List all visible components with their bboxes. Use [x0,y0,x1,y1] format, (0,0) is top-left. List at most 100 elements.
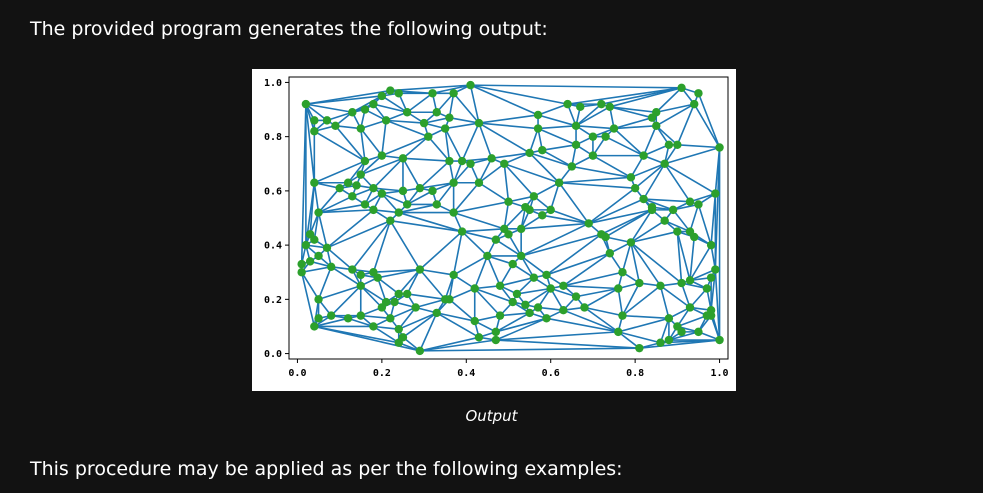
triangulation-edge [537,114,577,127]
data-point [559,281,568,290]
triangulation-edge [546,233,602,276]
triangulation-edge [398,306,417,330]
triangulation-edge [584,306,623,317]
data-point [343,314,353,323]
triangulation-edge [449,287,476,301]
data-point [711,189,720,198]
triangulation-edge [668,331,699,341]
triangulation-edge [314,160,366,184]
triangulation-edge [309,182,316,235]
x-tick-label: 1.0 [711,368,729,379]
data-point [487,154,496,163]
triangulation-edge [305,103,353,114]
data-point [352,181,361,190]
data-point [310,235,319,244]
triangulation-edge [445,122,480,130]
data-point [402,108,412,117]
data-point [402,289,412,299]
data-point [525,308,534,318]
triangulation-edge [330,285,362,317]
triangulation-edge [495,312,530,333]
triangulation-edge [664,219,691,233]
triangulation-edge [575,103,602,127]
triangulation-edge [503,163,510,202]
triangulation-edge [453,92,480,124]
triangulation-edge [503,152,530,165]
data-point [529,192,539,201]
triangulation-edge [326,247,353,271]
data-point [690,232,699,242]
data-point [706,273,716,282]
triangulation-edge [676,103,695,146]
data-point [504,230,513,239]
triangulation-edge [462,228,505,233]
triangulation-edge [605,135,644,157]
data-point [495,311,505,320]
triangulation-edge [389,220,421,270]
data-point [546,284,555,293]
data-point [369,322,378,331]
data-point [470,316,479,326]
data-point [457,156,467,166]
data-point [584,219,593,228]
data-point [516,224,526,234]
triangulation-edge [448,298,476,322]
triangulation-edge [689,287,708,309]
data-point [314,314,323,323]
triangulation-edge [588,187,636,225]
triangulation-edge [406,92,433,113]
triangulation-edge [528,128,539,154]
triangulation-edge [605,209,653,238]
data-point [554,178,564,187]
data-point [521,300,530,309]
triangulation-edge [563,284,619,290]
data-point [424,132,433,141]
triangulation-edge [609,106,653,119]
y-tick-label: 0.2 [264,295,282,306]
triangulation-edge [373,268,420,274]
data-point [343,178,353,187]
triangulation-edge [317,266,332,300]
triangulation-edge [360,128,383,157]
data-point [445,156,454,166]
triangulation-edge [499,276,535,287]
triangulation-edge [419,269,446,300]
triangulation-edge [693,103,721,148]
triangulation-edge [313,130,366,162]
triangulation-edge [461,122,480,162]
triangulation-edge [697,204,712,246]
data-point [685,197,695,206]
triangulation-edge [550,287,577,298]
data-point [533,110,543,120]
data-point [322,243,332,253]
triangulation-edge [546,317,619,333]
triangulation-edge [453,255,488,276]
delaunay-scatter-chart: 0.0 0.2 0.4 0.6 0.8 1.0 0.0 0.2 0.4 0.6 0.8 1.0 [264,76,729,379]
triangulation-edge [452,231,463,276]
triangulation-edge [398,211,463,233]
triangulation-edge [359,128,366,162]
triangulation-edge [524,287,552,306]
data-point [597,99,606,109]
data-point [356,281,365,290]
data-point [356,170,365,179]
triangulation-edge [334,125,366,162]
data-point [301,99,311,109]
triangulation-edge [697,92,721,148]
triangulation-edge [478,163,505,184]
triangulation-edge [659,285,691,309]
data-point [508,259,517,269]
triangulation-edge [491,152,530,160]
triangulation-edge [689,236,696,281]
data-point [668,205,678,215]
triangulation-edge [529,152,573,168]
data-point [500,159,509,168]
data-point [656,338,665,347]
triangulation-edge [503,163,535,197]
triangulation-edge [402,312,438,338]
triangulation-edge [474,314,501,322]
triangulation-edge [550,209,589,225]
data-point [457,227,467,236]
triangulation-edge [584,306,619,333]
triangulation-edge [402,136,429,159]
